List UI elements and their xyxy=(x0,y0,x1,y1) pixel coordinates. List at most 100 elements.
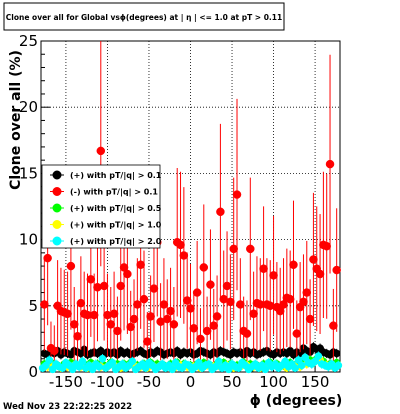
data-point xyxy=(299,297,308,307)
data-point xyxy=(292,329,302,338)
x-tick-label: 0 xyxy=(186,373,196,391)
data-point xyxy=(199,263,209,272)
data-point xyxy=(314,352,323,360)
data-point xyxy=(113,326,122,336)
data-point xyxy=(242,329,252,338)
x-tick-label: 100 xyxy=(259,373,288,391)
data-point xyxy=(332,349,341,358)
y-tick-label: 15 xyxy=(19,164,38,182)
data-point xyxy=(236,300,245,309)
data-point xyxy=(116,281,125,291)
data-point xyxy=(108,358,117,367)
data-point xyxy=(189,324,199,333)
data-point xyxy=(162,314,172,324)
data-point xyxy=(209,321,219,330)
data-point xyxy=(202,326,212,336)
data-point xyxy=(206,280,215,289)
y-tick-label: 25 xyxy=(19,32,38,50)
y-axis-label: Clone over all (%) xyxy=(8,50,24,190)
series-1 xyxy=(40,41,341,372)
data-point xyxy=(214,357,223,366)
data-point xyxy=(109,309,119,318)
data-point xyxy=(269,271,278,280)
data-point xyxy=(226,297,235,307)
data-point xyxy=(43,253,52,263)
data-point xyxy=(45,356,54,364)
data-point xyxy=(325,159,335,169)
data-point xyxy=(212,312,222,321)
data-point xyxy=(99,281,109,291)
data-point xyxy=(98,354,107,363)
data-point xyxy=(126,322,135,332)
data-point xyxy=(176,240,185,250)
legend-label: (+) with pT/|q| > 2.0 xyxy=(70,237,162,246)
data-point xyxy=(232,190,242,199)
axes: -150 -100 -50 0 50 100 150 0 5 10 15 20 25 xyxy=(19,32,337,391)
data-point xyxy=(139,294,149,304)
data-point xyxy=(89,310,99,320)
legend-box xyxy=(41,164,161,249)
data-point xyxy=(196,334,205,344)
data-point xyxy=(222,281,232,291)
data-point xyxy=(289,260,298,270)
legend-marker xyxy=(52,170,62,180)
data-point xyxy=(302,288,312,297)
x-tick-label: 150 xyxy=(301,373,330,391)
data-point xyxy=(322,241,331,251)
data-point xyxy=(186,304,195,313)
data-point xyxy=(334,361,343,370)
x-tick-label: -100 xyxy=(90,373,124,391)
data-point xyxy=(182,296,192,305)
data-point xyxy=(291,364,299,372)
data-point xyxy=(95,362,103,371)
legend: (+) with pT/|q| > 0.1 (-) with pT/|q| > 0… xyxy=(41,164,162,249)
legend-marker xyxy=(52,220,62,229)
data-point xyxy=(149,284,159,293)
x-tick-label: 50 xyxy=(222,373,241,391)
y-tick-label: 0 xyxy=(28,363,38,381)
data-point xyxy=(143,337,152,346)
y-tick-label: 10 xyxy=(19,231,38,249)
data-point xyxy=(305,314,315,324)
data-point xyxy=(86,275,96,284)
y-tick-label: 20 xyxy=(19,98,38,116)
series-4 xyxy=(38,351,343,374)
data-point xyxy=(146,312,155,321)
data-point xyxy=(63,309,72,318)
x-tick-label: -50 xyxy=(137,373,162,391)
legend-marker xyxy=(52,203,62,213)
data-point xyxy=(73,332,82,341)
data-point xyxy=(129,314,139,324)
data-point xyxy=(309,255,318,264)
data-point xyxy=(179,251,189,260)
data-point xyxy=(315,269,325,279)
legend-label: (+) with pT/|q| > 0.5 xyxy=(70,204,162,213)
legend-label: (-) with pT/|q| > 0.1 xyxy=(70,188,158,197)
legend-label: (+) with pT/|q| > 1.0 xyxy=(70,221,162,230)
data-point xyxy=(66,261,76,271)
y-tick-label: 5 xyxy=(28,297,38,315)
data-point xyxy=(40,300,49,309)
data-point xyxy=(78,357,87,366)
data-point xyxy=(136,260,145,270)
data-point xyxy=(261,365,270,374)
data-point xyxy=(259,264,268,273)
legend-label: (+) with pT/|q| > 0.1 xyxy=(70,171,162,180)
data-point xyxy=(166,306,175,316)
data-point xyxy=(159,300,169,309)
data-point xyxy=(229,244,238,254)
data-point xyxy=(69,320,79,329)
legend-marker xyxy=(52,187,62,196)
data-point xyxy=(133,300,142,309)
x-axis-label: ϕ (degrees) xyxy=(250,393,343,409)
data-point xyxy=(216,207,225,217)
data-point xyxy=(297,361,306,370)
data-point xyxy=(329,321,338,330)
data-point xyxy=(128,357,137,366)
data-point xyxy=(192,288,202,297)
data-point xyxy=(169,320,179,329)
chart-title: Clone over all for Global vsϕ(degrees) a… xyxy=(6,13,282,23)
data-point xyxy=(168,365,177,374)
data-point xyxy=(123,269,132,279)
data-point xyxy=(106,320,116,329)
